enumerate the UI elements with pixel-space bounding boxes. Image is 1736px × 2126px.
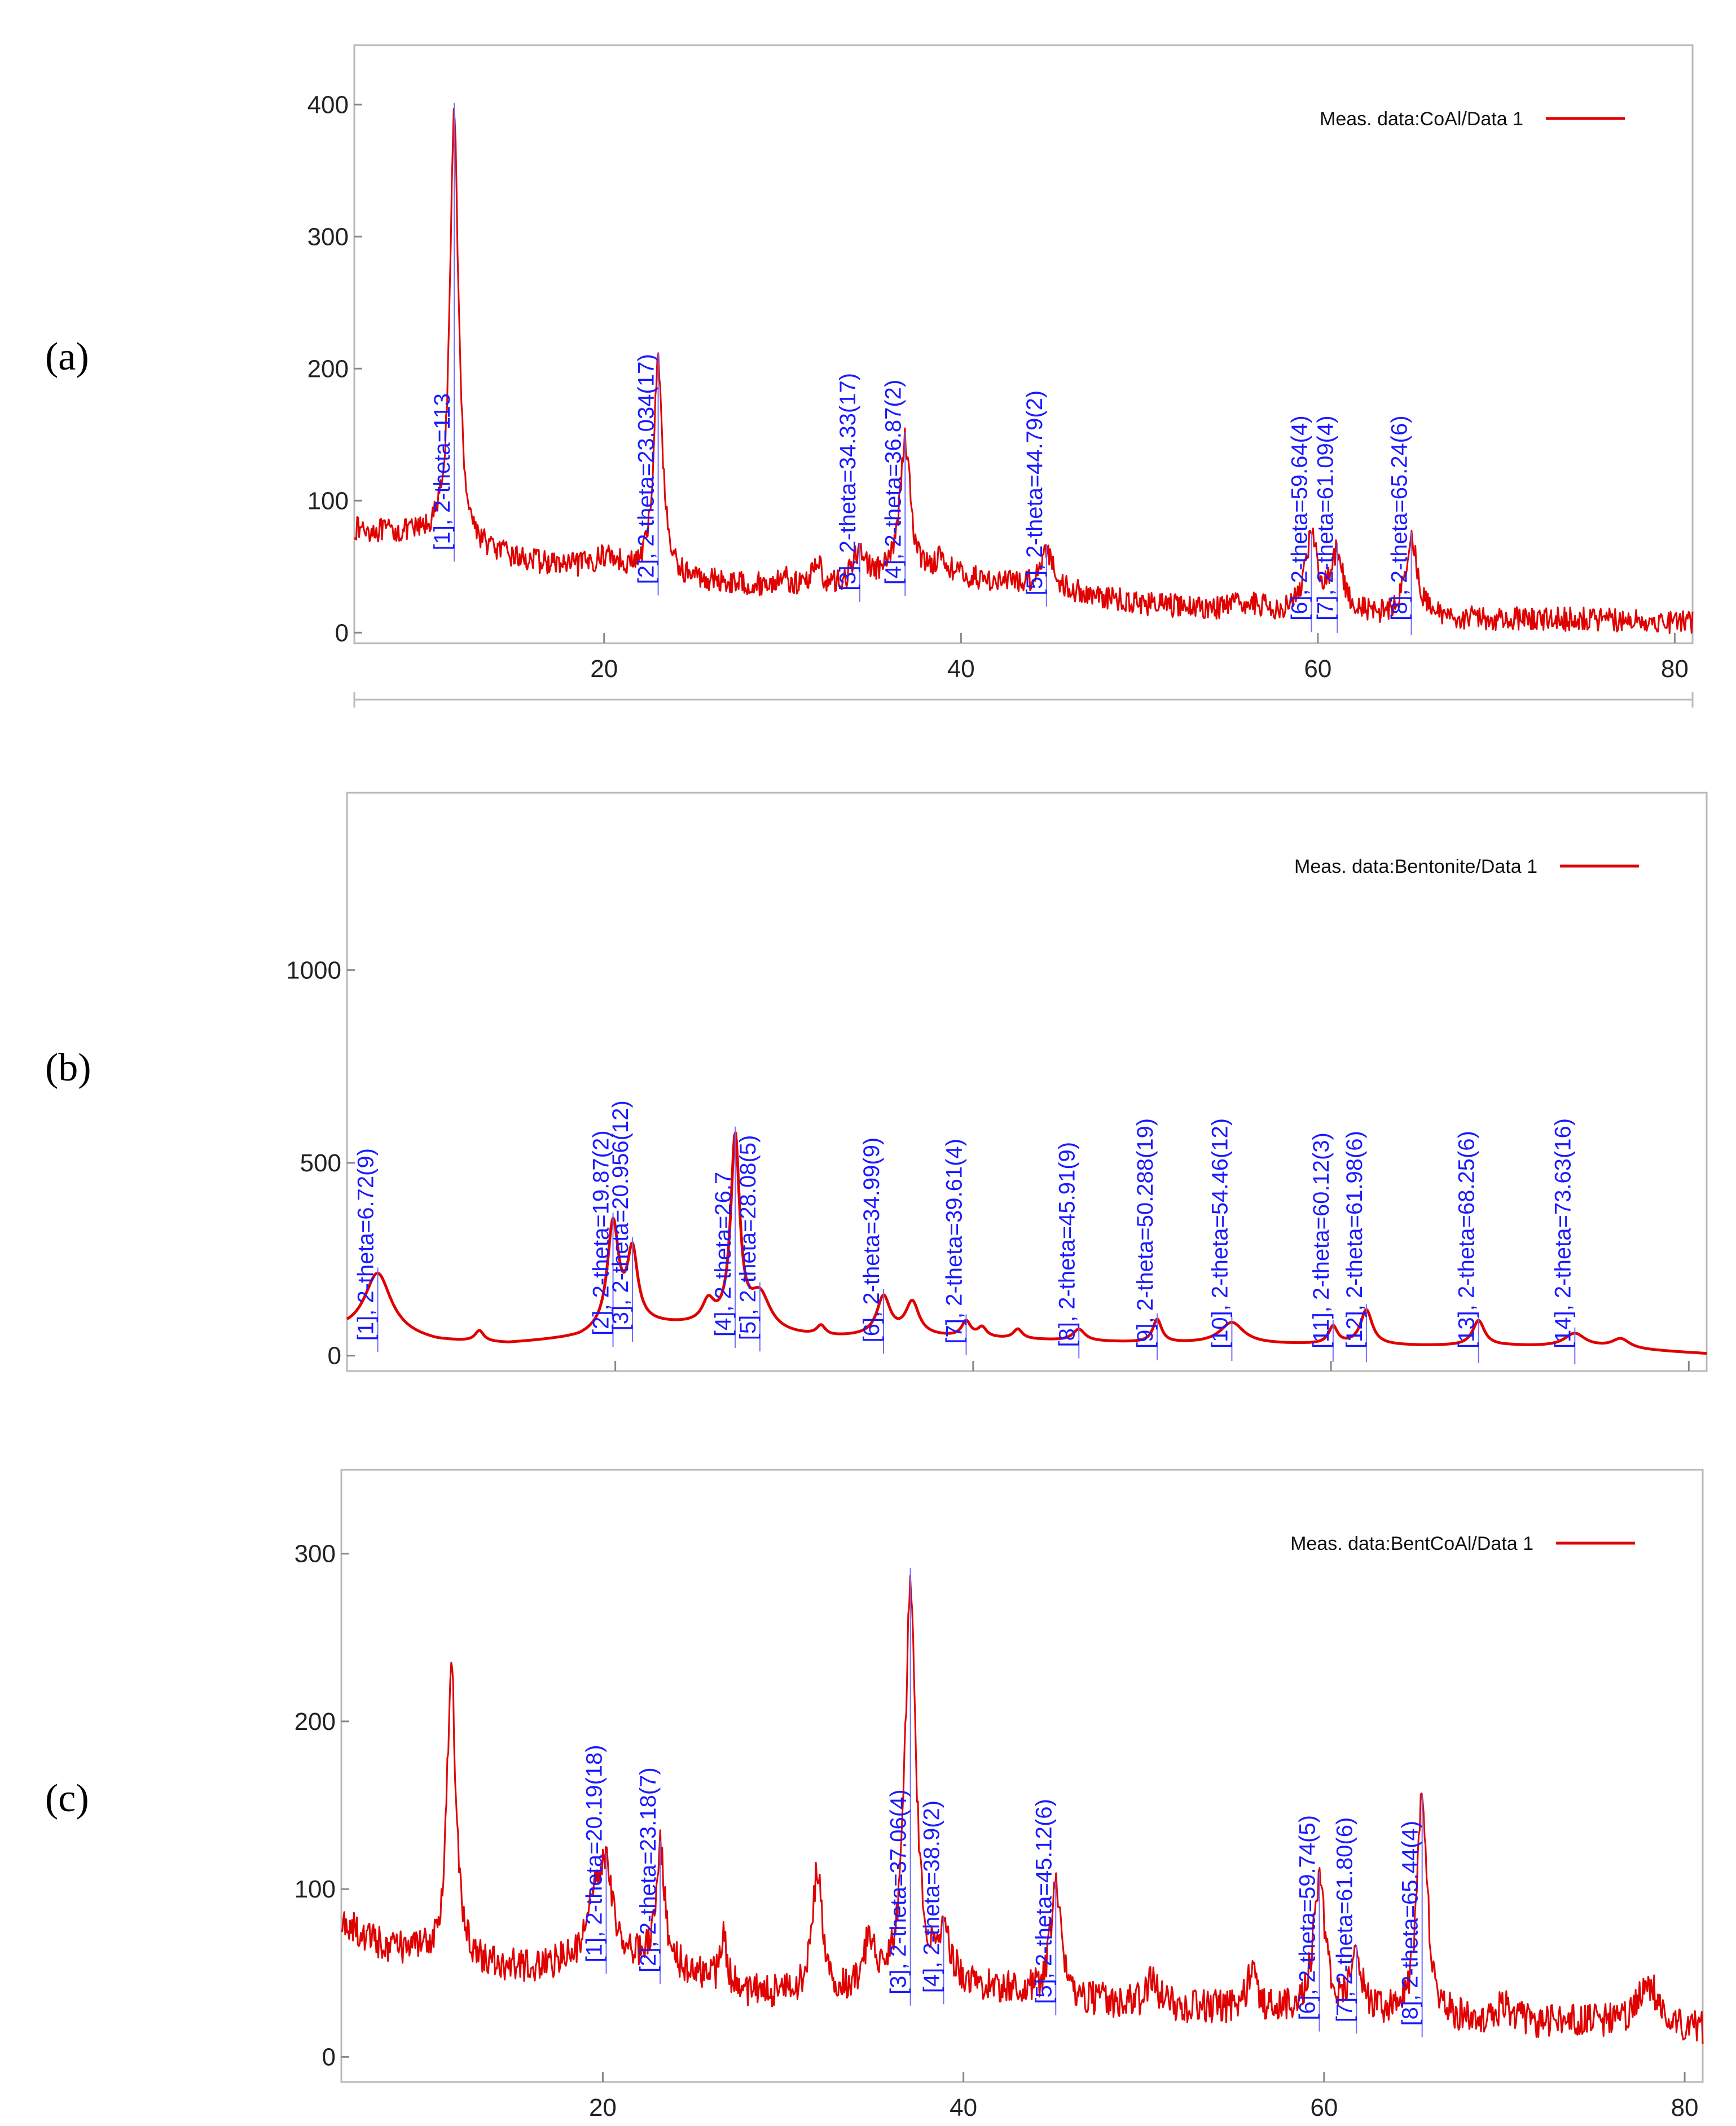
y-tick-label: 0 [328,1342,341,1370]
xrd-series-line [340,1575,1704,2045]
panel-label: (b) [45,1046,91,1090]
plot-frame [346,792,1708,1372]
y-tick-label: 300 [307,223,349,251]
peak-annotation-label: [3], 2-theta=34.33(17) [836,373,860,591]
plot-frame [340,1469,1704,2083]
peak-annotation-label: [8], 2-theta=45.91(9) [1054,1142,1079,1347]
peak-annotation-label: [7], 2-theta=39.61(4) [942,1139,967,1344]
xrd-series-line [346,1131,1707,1355]
peak-annotation-label: [6], 2-theta=59.74(5) [1295,1815,1320,2020]
plot-frame [353,44,1694,644]
y-tick-label: 200 [307,355,349,383]
peak-annotation-label: [7], 2-theta=61.80(6) [1332,1817,1357,2023]
panel-label: (c) [45,1777,89,1820]
peak-annotation-label: [8], 2-theta=65.24(6) [1387,415,1412,621]
y-tick-label: 400 [307,91,349,118]
x-tick-label: 20 [590,655,618,683]
peak-annotation-label: [9], 2-theta=50.288(19) [1133,1118,1158,1348]
panel-b: (b) 0 500 1000 [1], 2-theta=6.72(9) [2], 2-th… [45,792,1708,1372]
peak-annotation-label: [2], 2-theta=23.034(17) [634,354,659,584]
peak-annotation-label: [13], 2-theta=68.25(6) [1454,1131,1479,1348]
x-tick-label: 40 [947,655,975,683]
panel-label: (a) [45,335,89,379]
peak-annotation-label: [3], 2-theta=37.06(4) [886,1789,911,1995]
peak-annotation-label: [1], 2-theta=113 [430,393,455,550]
peak-annotation-label: [4], 2-theta=38.9(2) [919,1800,944,1993]
y-tick-label: 100 [307,487,349,515]
y-tick-label: 200 [295,1708,336,1736]
x-tick-label: 80 [1661,655,1689,683]
x-tick-label: 60 [1310,2094,1338,2121]
x-tick-label: 80 [1671,2094,1699,2121]
y-tick-label: 500 [300,1149,341,1177]
peak-annotation-label: [2], 2-theta=23.18(7) [636,1767,661,1973]
peak-annotation-label: [5], 2-theta=44.79(2) [1022,390,1047,596]
legend-label: Meas. data:Bentonite/Data 1 [1294,856,1537,877]
y-tick-label: 0 [335,619,349,647]
peak-annotation-label: [6], 2-theta=59.64(4) [1287,415,1312,621]
peak-annotation-label: [3], 2-theta=20.956(12) [608,1100,633,1330]
peak-annotation-label: [11], 2-theta=60.12(3) [1309,1132,1334,1348]
peak-annotation-label: [5], 2-theta=45.12(6) [1031,1799,1056,2004]
peak-annotation-label: [10], 2-theta=54.46(12) [1207,1118,1232,1348]
y-tick-label: 300 [295,1540,336,1568]
y-tick-label: 100 [295,1875,336,1903]
peak-annotation-label: [6], 2-theta=34.99(9) [859,1137,884,1343]
xrd-series-line [353,108,1694,634]
legend-label: Meas. data:BentCoAl/Data 1 [1290,1533,1533,1554]
peak-annotation-label: [8], 2-theta=65.44(4) [1398,1821,1423,2026]
y-tick-label: 1000 [286,956,341,984]
legend-label: Meas. data:CoAl/Data 1 [1320,108,1523,130]
x-tick-label: 40 [950,2094,977,2121]
y-tick-label: 0 [322,2043,336,2071]
x-tick-label: 60 [1304,655,1331,683]
peak-annotation-label: [12], 2-theta=61.98(6) [1342,1131,1367,1348]
peak-annotation-label: [5], 2-theta=28.08(5) [736,1135,761,1341]
peak-annotation-label: [7], 2-theta=61.09(4) [1313,415,1338,621]
peak-annotation-label: [4], 2-theta=26.7 [711,1172,736,1337]
peak-annotation-label: [1], 2-theta=20.19(18) [582,1745,606,1962]
peak-annotation-label: [2], 2-theta=19.87(2) [589,1130,614,1336]
peak-annotation-label: [14], 2-theta=73.63(16) [1550,1118,1575,1348]
x-tick-label: 20 [589,2094,617,2121]
peak-annotation-label: [1], 2-theta=6.72(9) [354,1148,379,1341]
peak-annotation-label: [4], 2-theta=36.87(2) [881,380,906,585]
panel-a: (a) 0 100 200 300 400 20 40 60 80 [1], 2-theta=113… [45,44,1694,708]
panel-c: (c) 0 100 200 300 20 40 60 80 [1], 2-theta=20.19(… [45,1469,1704,2121]
